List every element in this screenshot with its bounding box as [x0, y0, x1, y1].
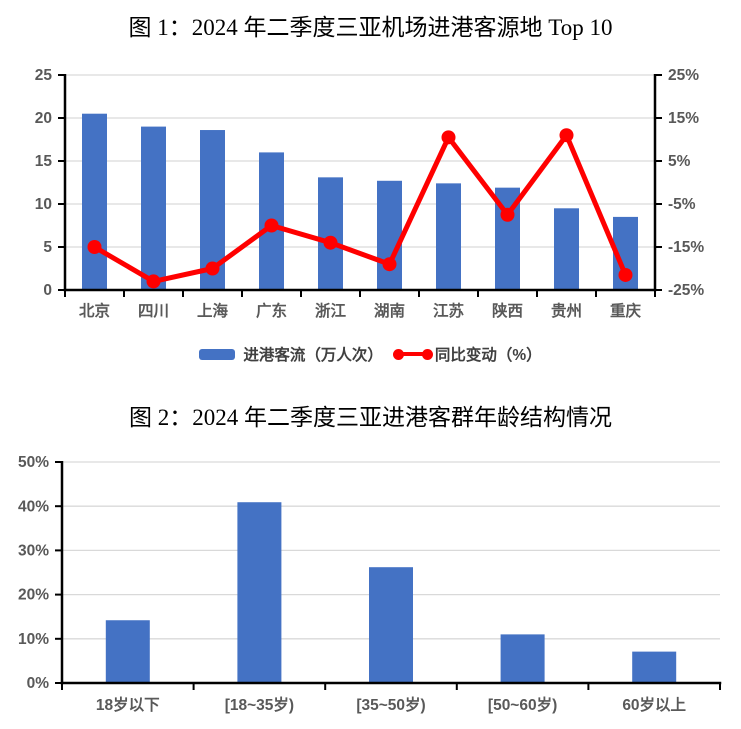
right-axis-label--5%: -5%: [668, 196, 696, 213]
bar-浙江: [318, 177, 343, 290]
bar-18岁以下: [105, 620, 150, 683]
bar-四川: [141, 126, 166, 290]
left-axis-label-15: 15: [35, 153, 53, 170]
y-axis-label-40%: 40%: [18, 498, 49, 515]
bar-湖南: [377, 180, 402, 290]
line-segment-icon: [401, 352, 424, 356]
line-marker-重庆: [618, 267, 633, 282]
category-label-60岁以上: 60岁以上: [622, 695, 686, 714]
category-label-湖南: 湖南: [374, 301, 405, 320]
y-axis-label-10%: 10%: [18, 631, 49, 648]
left-axis-label-20: 20: [35, 110, 52, 127]
right-axis-label--15%: -15%: [668, 239, 704, 256]
legend-label-passenger-flow: 进港客流（万人次）: [243, 347, 383, 364]
bar-北京: [82, 113, 107, 290]
left-axis-label-25: 25: [35, 67, 53, 84]
bar-[50~60岁): [500, 634, 545, 683]
yoy-line-series: [92, 132, 628, 284]
line-marker-icon: [421, 348, 433, 360]
figure2-bar-chart: 0% 10% 20% 30% 40% 50% 18岁以下 [18~35岁) [35~50岁) [5…: [18, 454, 722, 714]
line-marker-江苏: [441, 130, 456, 145]
line-marker-icon: [392, 348, 404, 360]
category-label-[18~35岁): [18~35岁): [225, 695, 294, 714]
right-axis-label-25%: 25%: [668, 67, 699, 84]
category-label-江苏: 江苏: [433, 301, 465, 320]
category-label-贵州: 贵州: [551, 301, 582, 320]
category-label-上海: 上海: [197, 301, 229, 320]
category-label-18岁以下: 18岁以下: [96, 695, 160, 714]
figure1-combo-chart: 0 5 10 15 20 25 -25% -15% -5% 5% 15% 25% 北京 四川 上海 广东 浙江 湖…: [35, 67, 705, 320]
left-axis-label-10: 10: [35, 196, 52, 213]
line-series-swatch: [392, 348, 433, 360]
bar-贵州: [554, 208, 579, 290]
category-label-广东: 广东: [256, 301, 287, 320]
y-axis-label-50%: 50%: [18, 454, 49, 471]
right-axis-label--25%: -25%: [668, 282, 704, 299]
legend-item-passenger-flow: 进港客流（万人次）: [199, 343, 383, 365]
line-marker-浙江: [323, 235, 338, 250]
line-marker-广东: [264, 218, 279, 233]
legend-label-yoy-change: 同比变动（%）: [434, 347, 542, 364]
bar-[18~35岁): [237, 502, 282, 683]
category-label-重庆: 重庆: [610, 301, 642, 320]
y-axis-label-30%: 30%: [18, 542, 49, 559]
figure1-title: 图 1：2024 年二季度三亚机场进港客源地 Top 10: [128, 15, 613, 40]
figure1-legend: 进港客流（万人次） 同比变动（%）: [0, 342, 741, 366]
left-axis-label-0: 0: [43, 282, 52, 299]
category-label-[50~60岁): [50~60岁): [488, 695, 557, 714]
bar-60岁以上: [632, 651, 677, 683]
line-marker-陕西: [500, 207, 515, 222]
category-label-[35~50岁): [35~50岁): [356, 695, 425, 714]
line-marker-北京: [87, 240, 102, 254]
line-marker-四川: [146, 274, 161, 289]
bar-series-swatch: [199, 348, 236, 360]
bar-江苏: [436, 183, 461, 290]
category-label-浙江: 浙江: [315, 301, 347, 320]
category-label-陕西: 陕西: [492, 301, 523, 320]
figure2-title: 图 2：2024 年二季度三亚进港客群年龄结构情况: [129, 405, 612, 430]
category-label-北京: 北京: [79, 301, 110, 320]
legend-item-yoy-change: 同比变动（%）: [392, 343, 542, 365]
bar-[35~50岁): [369, 567, 413, 683]
line-marker-上海: [205, 261, 220, 276]
right-axis-label-15%: 15%: [668, 110, 699, 127]
line-marker-贵州: [559, 128, 574, 143]
right-axis-label-5%: 5%: [668, 153, 691, 170]
line-marker-湖南: [382, 257, 397, 272]
y-axis-label-20%: 20%: [18, 587, 49, 604]
y-axis-label-0%: 0%: [27, 675, 50, 692]
category-label-四川: 四川: [138, 303, 169, 320]
left-axis-label-5: 5: [43, 239, 52, 256]
